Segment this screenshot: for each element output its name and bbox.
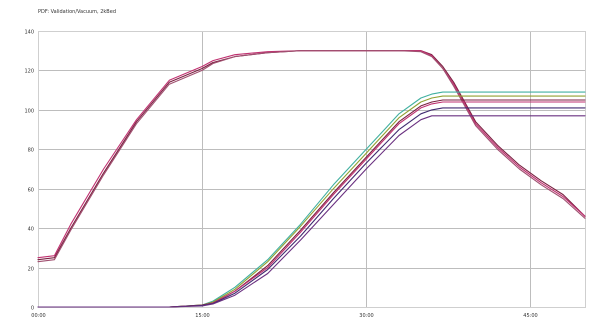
x-tick-label: 00:00 [31,313,45,319]
y-tick-label: 140 [24,30,34,36]
x-tick-label: 30:00 [359,313,373,319]
series-group [37,50,586,308]
series-line-9 [37,115,586,308]
y-tick-label: 80 [28,148,34,154]
y-tick-label: 0 [31,306,34,312]
series-line-4 [37,91,586,308]
series-line-8 [37,107,586,308]
y-tick-label: 120 [24,69,34,75]
series-line-5 [37,95,586,308]
grid [38,31,585,308]
x-tick-label: 45:00 [523,313,537,319]
series-line-3 [37,50,586,263]
series-line-7 [37,101,586,308]
series-line-6 [37,99,586,308]
axes: 0 20 40 60 80 100 120 140 00:00 15:00 30:00 45:00 [24,30,537,320]
plot-frame [38,31,586,308]
y-tick-label: 40 [28,227,34,233]
x-tick-label: 15:00 [195,313,209,319]
y-tick-label: 60 [28,188,34,194]
chart-title: PDF: Validation/Vacuum, 2kBed [38,9,116,15]
y-tick-label: 100 [24,109,34,115]
y-tick-label: 20 [28,267,34,273]
